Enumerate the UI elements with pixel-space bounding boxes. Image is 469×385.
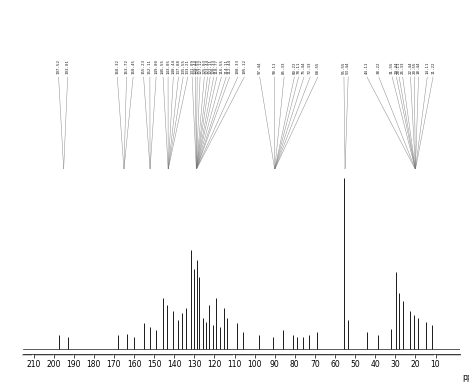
Text: 128.55: 128.55 [195,59,199,74]
Text: 90.11: 90.11 [272,62,277,74]
Text: 22.44: 22.44 [408,62,413,74]
Text: 18.44: 18.44 [416,62,421,74]
Text: 118.77: 118.77 [215,59,219,74]
Text: 116.55: 116.55 [219,59,223,74]
Text: 14.11: 14.11 [425,62,429,74]
Text: 129.44: 129.44 [193,59,197,74]
Text: 120.33: 120.33 [212,59,216,74]
Text: 114.11: 114.11 [224,59,228,74]
Text: 133.21: 133.21 [186,59,190,74]
Text: ppm: ppm [462,373,469,382]
Text: 26.33: 26.33 [401,62,405,74]
Text: 197.52: 197.52 [57,59,61,74]
Text: 160.45: 160.45 [131,59,135,74]
Text: 193.01: 193.01 [66,59,70,74]
Text: 68.55: 68.55 [316,62,320,74]
Text: 140.44: 140.44 [171,59,175,74]
Text: 85.33: 85.33 [282,62,286,74]
Text: 149.00: 149.00 [154,59,158,74]
Text: 29.44: 29.44 [394,62,399,74]
Text: 105.12: 105.12 [242,59,246,74]
Text: 112.44: 112.44 [227,59,232,74]
Text: 72.33: 72.33 [308,62,312,74]
Text: 108.33: 108.33 [236,59,240,74]
Text: 44.11: 44.11 [365,62,369,74]
Text: 155.23: 155.23 [142,59,145,74]
Text: 125.03: 125.03 [202,59,206,74]
Text: 131.09: 131.09 [190,59,194,74]
Text: 127.12: 127.12 [198,59,202,74]
Text: 97.44: 97.44 [258,62,262,74]
Text: 80.22: 80.22 [292,62,296,74]
Text: 31.55: 31.55 [390,62,394,74]
Text: 137.88: 137.88 [176,59,181,74]
Text: 55.55: 55.55 [342,62,346,74]
Text: 168.32: 168.32 [115,59,119,74]
Text: 152.11: 152.11 [148,59,152,74]
Text: 143.05: 143.05 [166,59,170,74]
Text: 145.55: 145.55 [161,59,165,74]
Text: 11.22: 11.22 [431,62,435,74]
Text: 53.44: 53.44 [346,62,350,74]
Text: 28.11: 28.11 [397,62,401,74]
Text: 123.44: 123.44 [205,59,210,74]
Text: 122.11: 122.11 [208,59,212,74]
Text: 78.11: 78.11 [296,62,301,74]
Text: 135.55: 135.55 [181,59,185,74]
Text: 163.72: 163.72 [125,59,129,74]
Text: 38.22: 38.22 [377,62,381,74]
Text: 20.55: 20.55 [412,62,416,74]
Text: 75.44: 75.44 [302,62,306,74]
